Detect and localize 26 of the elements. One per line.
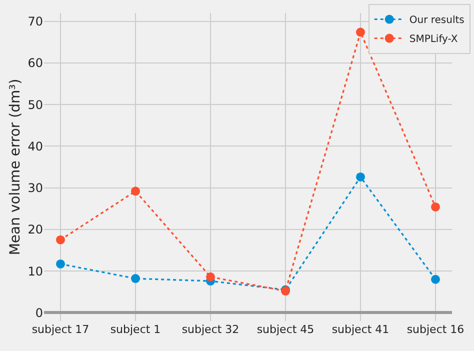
legend-label: SMPLify-X: [409, 34, 458, 46]
y-tick-label: 60: [28, 56, 43, 70]
x-tick-label: subject 45: [256, 323, 314, 336]
y-tick-label: 20: [28, 222, 43, 237]
point: [356, 172, 365, 182]
point: [56, 235, 65, 244]
x-tick-label: subject 16: [406, 323, 464, 336]
point: [206, 272, 215, 282]
x-tick-label: subject 1: [110, 323, 161, 336]
y-tick-label: 50: [28, 98, 43, 112]
point: [431, 274, 440, 284]
y-axis-title: Mean volume error (dm³): [7, 78, 24, 256]
y-tick-label: 10: [28, 264, 43, 278]
x-tick-label: subject 17: [32, 323, 90, 336]
x-tick-label: subject 41: [332, 323, 390, 336]
y-tick-label: 0: [35, 306, 43, 320]
point: [131, 274, 140, 284]
point: [431, 202, 440, 212]
point: [356, 28, 365, 37]
y-tick-label: 30: [28, 181, 43, 196]
legend-label: Our results: [409, 15, 464, 26]
y-tick-label: 70: [28, 14, 43, 29]
x-tick-label: subject 32: [182, 323, 240, 336]
point: [131, 186, 140, 196]
y-tick-label: 40: [28, 139, 43, 154]
point: [56, 259, 65, 268]
